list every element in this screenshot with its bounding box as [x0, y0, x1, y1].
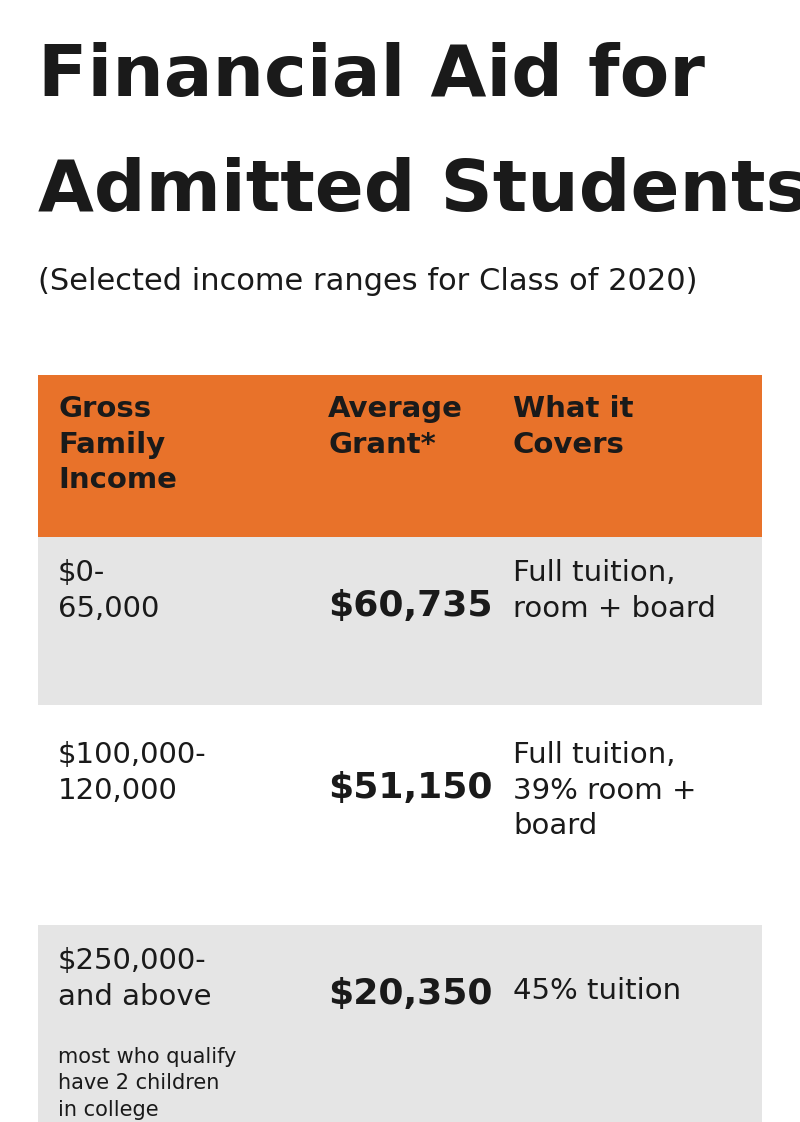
Bar — [38, 375, 762, 537]
Text: $250,000-
and above: $250,000- and above — [58, 947, 211, 1011]
Text: Gross
Family
Income: Gross Family Income — [58, 395, 177, 495]
Text: Full tuition,
room + board: Full tuition, room + board — [513, 559, 716, 623]
Text: $60,735: $60,735 — [328, 589, 493, 623]
Bar — [38, 925, 762, 1122]
Text: $0-
65,000: $0- 65,000 — [58, 559, 159, 623]
Text: What it
Covers: What it Covers — [513, 395, 634, 459]
Text: Admitted Students: Admitted Students — [38, 157, 800, 226]
Text: Full tuition,
39% room +
board: Full tuition, 39% room + board — [513, 741, 697, 840]
Text: $20,350: $20,350 — [328, 977, 493, 1011]
Text: Average
Grant*: Average Grant* — [328, 395, 463, 459]
Text: $100,000-
120,000: $100,000- 120,000 — [58, 741, 206, 804]
Bar — [38, 537, 762, 705]
Text: most who qualify
have 2 children
in college: most who qualify have 2 children in coll… — [58, 1047, 237, 1120]
Text: $51,150: $51,150 — [328, 771, 493, 804]
Bar — [38, 719, 762, 911]
Text: Financial Aid for: Financial Aid for — [38, 42, 705, 111]
Text: (Selected income ranges for Class of 2020): (Selected income ranges for Class of 202… — [38, 267, 698, 296]
Text: 45% tuition: 45% tuition — [513, 977, 681, 1005]
